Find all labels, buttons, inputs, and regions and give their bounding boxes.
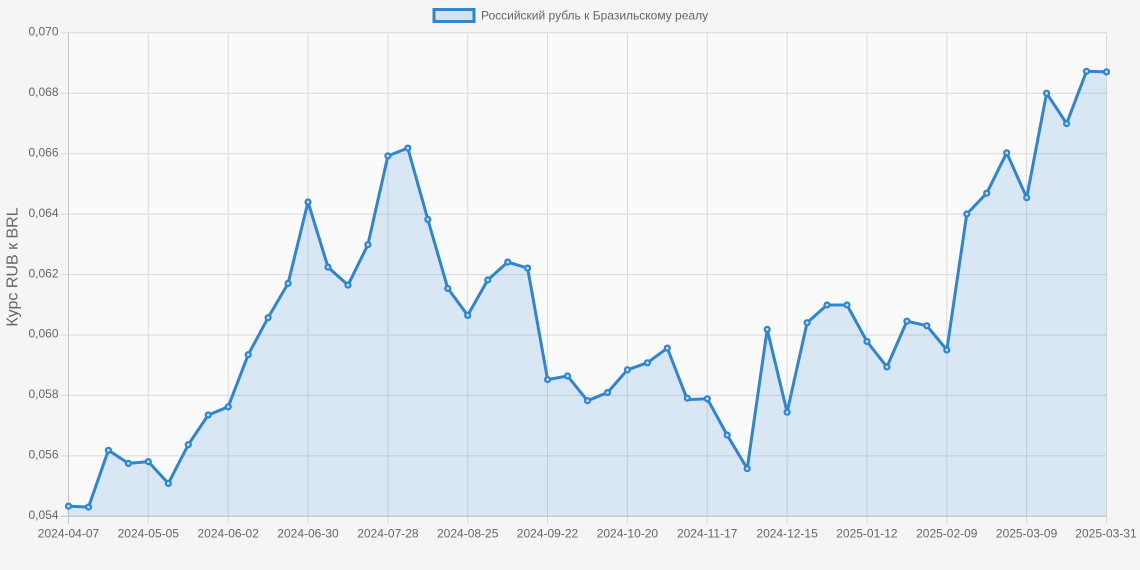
svg-text:2024-08-25: 2024-08-25	[437, 527, 499, 541]
svg-text:0,070: 0,070	[28, 25, 58, 39]
svg-text:2024-04-07: 2024-04-07	[38, 527, 100, 541]
svg-text:2025-03-31: 2025-03-31	[1075, 527, 1137, 541]
svg-text:Российский рубль к Бразильском: Российский рубль к Бразильскому реалу	[481, 9, 708, 23]
svg-text:0,064: 0,064	[28, 206, 58, 220]
svg-text:2025-02-09: 2025-02-09	[916, 527, 978, 541]
svg-text:2025-03-09: 2025-03-09	[996, 527, 1058, 541]
svg-text:0,060: 0,060	[28, 327, 58, 341]
svg-text:0,058: 0,058	[28, 387, 58, 401]
svg-text:2024-11-17: 2024-11-17	[677, 527, 738, 541]
svg-text:Курс RUB к BRL: Курс RUB к BRL	[5, 207, 22, 326]
svg-text:0,068: 0,068	[28, 85, 58, 99]
svg-text:0,062: 0,062	[28, 266, 58, 280]
svg-text:2024-10-20: 2024-10-20	[597, 527, 659, 541]
svg-text:0,054: 0,054	[28, 508, 58, 522]
svg-text:2024-06-02: 2024-06-02	[198, 527, 260, 541]
svg-text:2024-07-28: 2024-07-28	[357, 527, 419, 541]
svg-text:2025-01-12: 2025-01-12	[836, 527, 898, 541]
svg-text:2024-12-15: 2024-12-15	[756, 527, 818, 541]
svg-text:2024-06-30: 2024-06-30	[277, 527, 339, 541]
svg-text:0,056: 0,056	[28, 448, 58, 462]
svg-text:0,066: 0,066	[28, 145, 58, 159]
svg-text:2024-09-22: 2024-09-22	[517, 527, 579, 541]
svg-text:2024-05-05: 2024-05-05	[118, 527, 180, 541]
